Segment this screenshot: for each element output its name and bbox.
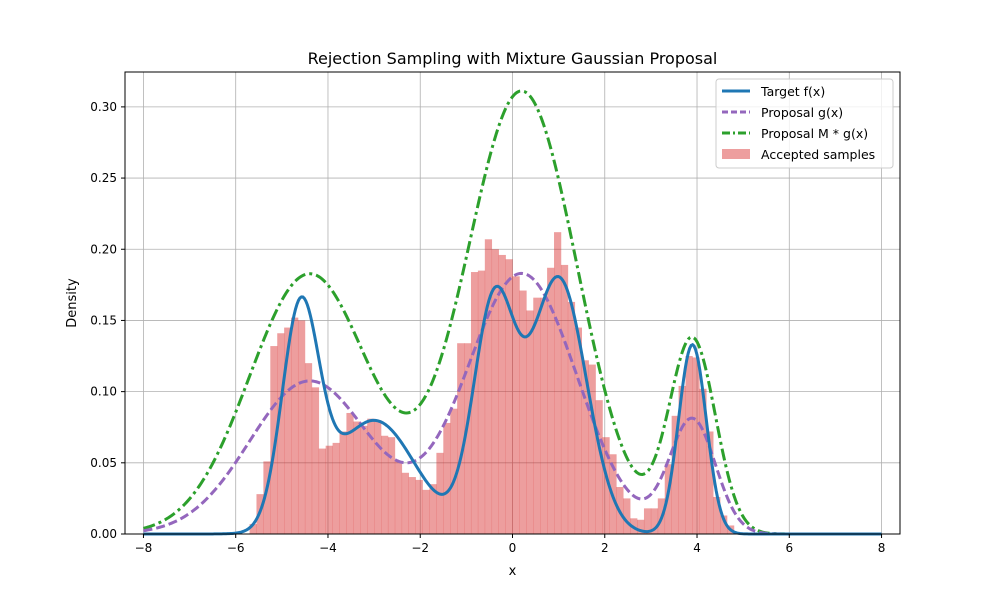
histogram-bar [547,267,555,534]
x-axis-ticks: −8 −6 −4 −2 0 2 4 6 8 [135,534,886,555]
x-tick-label: −8 [135,541,153,555]
x-axis-label: x [509,564,517,579]
histogram-bar [685,356,693,534]
histogram-bar [643,508,652,534]
x-tick-label: −2 [411,541,429,555]
histogram-bar [318,448,326,534]
x-tick-label: 2 [601,541,609,555]
histogram-bar [394,461,403,534]
y-tick-label: 0.15 [90,313,117,327]
histogram-bar [249,524,257,534]
y-tick-label: 0.30 [90,100,117,114]
legend-label-target-f-x: Target f(x) [760,84,825,99]
histogram-bar [374,420,382,534]
y-tick-label: 0.00 [90,527,117,541]
histogram-bar [588,364,596,534]
legend-label-accepted-samples: Accepted samples [761,147,875,162]
histogram-bar [297,320,306,534]
histogram-bar [512,276,520,534]
histogram-bar [519,290,527,534]
histogram-bar [650,508,659,534]
histogram-bar [623,498,631,534]
histogram-bar [540,297,548,534]
legend-box [715,78,894,169]
x-tick-label: −4 [319,541,337,555]
histogram-bar [505,259,513,534]
histogram-bar [332,442,340,534]
histogram-bar [699,388,707,534]
x-tick-label: 4 [693,541,701,555]
histogram-bar [429,484,437,534]
histogram-bar [567,301,576,534]
x-tick-label: 0 [509,541,517,555]
histogram-bar [422,489,430,534]
histogram-bar [367,418,375,534]
histogram-bar [477,270,486,534]
histogram-bar [470,272,479,534]
histogram-bar [325,445,333,534]
series-line-proposal-g-x [143,271,882,536]
histogram-bar [304,363,313,534]
histogram-bar [595,400,603,534]
legend-label-proposal-g-x: Proposal g(x) [761,105,843,120]
histogram-bar [353,421,361,534]
histogram-bar [671,415,679,534]
x-tick-label: 8 [878,541,886,555]
histogram-bar [692,357,700,534]
histogram-bar [387,437,396,534]
histogram-bar [450,408,458,534]
histogram-bar [602,437,610,534]
histogram-bar [491,249,499,534]
histogram-bar [360,425,368,534]
histogram-bar [498,254,506,534]
histogram-bar [408,477,416,534]
histogram-bar [526,310,534,534]
histogram-bar [346,412,354,534]
histogram-bar [678,385,686,534]
histogram-bar [464,343,472,534]
histogram-bar [339,431,347,534]
histogram-bar [284,327,292,534]
histogram-bar [533,297,541,534]
histogram-bar [401,472,410,534]
histogram-bar [713,496,721,534]
histogram-bar [574,327,582,534]
histogram-bar [581,360,589,534]
histogram-bar [263,461,271,534]
legend-items: Target f(x) Proposal g(x) Proposal M * g(x… [722,84,875,162]
y-axis-label: Density [65,278,80,328]
series-line-proposal-m-g-x [143,89,882,536]
histogram-bar [706,431,714,534]
histogram-bar [291,317,299,534]
x-tick-label: −6 [227,541,245,555]
legend-label-proposal-m-g-x: Proposal M * g(x) [761,126,868,141]
histogram-bar [277,333,285,534]
x-tick-label: 6 [785,541,793,555]
histogram-bar [484,239,493,534]
y-tick-label: 0.10 [90,385,117,399]
histogram-bar [560,264,569,534]
legend-swatch-accepted-samples [722,149,750,159]
histogram-bar [554,232,562,534]
legend: Target f(x) Proposal g(x) Proposal M * g(x… [715,78,894,169]
y-tick-label: 0.05 [90,456,117,470]
y-tick-label: 0.25 [90,171,117,185]
histogram-bar [637,519,645,534]
histogram-bar [457,343,465,534]
histogram-bar [381,435,389,534]
chart-title: Rejection Sampling with Mixture Gaussian… [308,49,718,68]
histogram-bar [443,422,451,534]
y-axis-ticks: 0.00 0.05 0.10 0.15 0.20 0.25 0.30 [90,100,125,541]
histogram-bar [720,515,728,534]
histogram-bar [311,387,320,534]
histogram-bar [415,479,423,534]
histogram-bar [270,346,278,534]
y-tick-label: 0.20 [90,242,117,256]
